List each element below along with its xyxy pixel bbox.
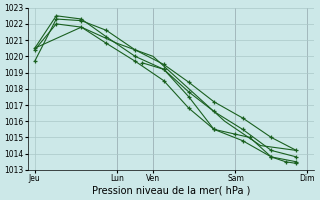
X-axis label: Pression niveau de la mer( hPa ): Pression niveau de la mer( hPa ) xyxy=(92,186,250,196)
